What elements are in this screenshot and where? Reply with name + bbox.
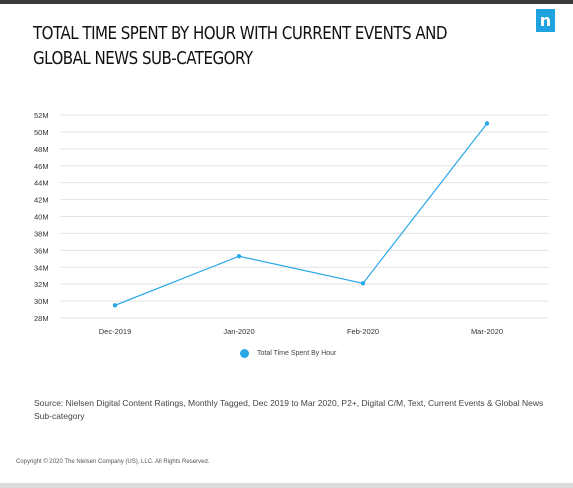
y-tick-label: 32M bbox=[34, 280, 49, 289]
y-tick-label: 36M bbox=[34, 246, 49, 255]
y-tick-label: 50M bbox=[34, 128, 49, 137]
y-tick-label: 38M bbox=[34, 229, 49, 238]
copyright-note: Copyright © 2020 The Nielsen Company (US… bbox=[16, 459, 210, 465]
y-tick-label: 48M bbox=[34, 145, 49, 154]
series-line bbox=[114, 123, 488, 306]
y-tick-label: 52M bbox=[34, 111, 49, 120]
nielsen-logo-icon: n bbox=[536, 9, 555, 32]
line-chart: 28M 30M 32M 34M 36M 38M 40M 42M 44M 46M 48M 50M 52M D… bbox=[34, 111, 549, 336]
source-note: Source: Nielsen Digital Content Ratings,… bbox=[34, 398, 544, 421]
y-tick-label: 40M bbox=[34, 213, 49, 222]
data-point bbox=[236, 254, 242, 259]
y-tick-label: 30M bbox=[34, 297, 49, 306]
y-tick-label: 28M bbox=[34, 314, 49, 323]
y-tick-label: 46M bbox=[34, 162, 49, 171]
top-border bbox=[0, 0, 573, 4]
y-tick-label: 34M bbox=[34, 263, 49, 272]
data-point bbox=[112, 303, 118, 308]
data-point bbox=[484, 121, 490, 126]
legend-label: Total Time Spent By Hour bbox=[257, 350, 337, 357]
x-tick-label: Feb-2020 bbox=[347, 327, 379, 336]
data-point bbox=[360, 281, 366, 286]
x-tick-label: Dec-2019 bbox=[99, 327, 132, 336]
chart-title: Total Time Spent By Hour With Current Ev… bbox=[33, 24, 447, 69]
x-tick-label: Mar-2020 bbox=[471, 327, 503, 336]
chart-legend: Total Time Spent By Hour bbox=[240, 349, 336, 358]
x-tick-label: Jan-2020 bbox=[223, 327, 254, 336]
y-tick-label: 42M bbox=[34, 196, 49, 205]
y-tick-label: 44M bbox=[34, 179, 49, 188]
bottom-border bbox=[0, 483, 573, 488]
legend-marker bbox=[240, 349, 249, 358]
